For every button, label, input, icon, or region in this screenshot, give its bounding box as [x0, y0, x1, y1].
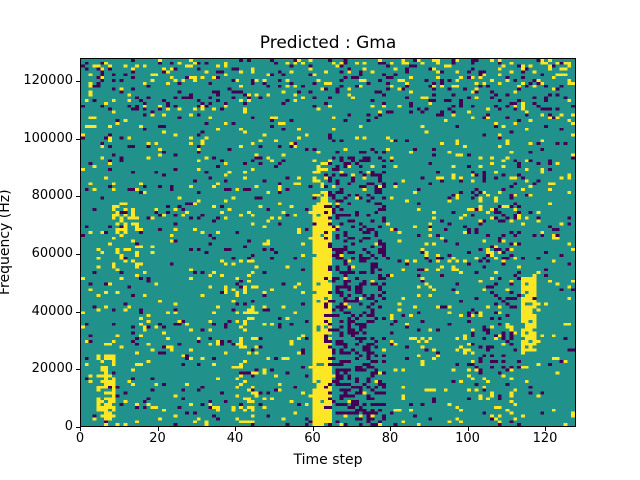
y-tick-mark	[76, 81, 80, 83]
x-tick-mark	[390, 427, 391, 431]
x-tick-label: 100	[455, 431, 480, 446]
x-tick-mark	[235, 427, 236, 431]
y-tick-mark	[76, 138, 80, 140]
y-tick-mark	[76, 196, 80, 198]
x-tick-label: 80	[381, 431, 399, 446]
y-tick-mark	[76, 311, 80, 313]
x-tick-label: 20	[149, 431, 166, 446]
x-tick-label: 120	[532, 431, 558, 446]
y-tick-mark	[76, 369, 80, 371]
heatmap-canvas	[81, 59, 575, 426]
x-axis-label: Time step	[293, 452, 363, 468]
x-tick-mark	[545, 427, 546, 431]
chart-title: Predicted : Gma	[259, 33, 397, 53]
x-tick-label: 60	[304, 431, 321, 446]
y-tick-mark	[76, 427, 80, 428]
x-tick-mark	[80, 427, 81, 431]
y-tick-mark	[76, 254, 80, 256]
x-tick-mark	[467, 427, 469, 431]
x-tick-label: 40	[226, 431, 244, 446]
y-tick-label: 80000	[31, 188, 73, 204]
x-tick-label: 0	[75, 431, 85, 446]
y-tick-label: 0	[64, 419, 73, 434]
y-tick-label: 100000	[23, 130, 73, 146]
x-tick-mark	[312, 427, 314, 431]
y-tick-label: 20000	[31, 361, 73, 377]
x-tick-mark	[157, 427, 159, 431]
plot-area	[80, 58, 576, 427]
y-tick-label: 120000	[23, 73, 73, 89]
y-tick-label: 60000	[31, 246, 73, 262]
y-tick-label: 40000	[31, 303, 73, 319]
